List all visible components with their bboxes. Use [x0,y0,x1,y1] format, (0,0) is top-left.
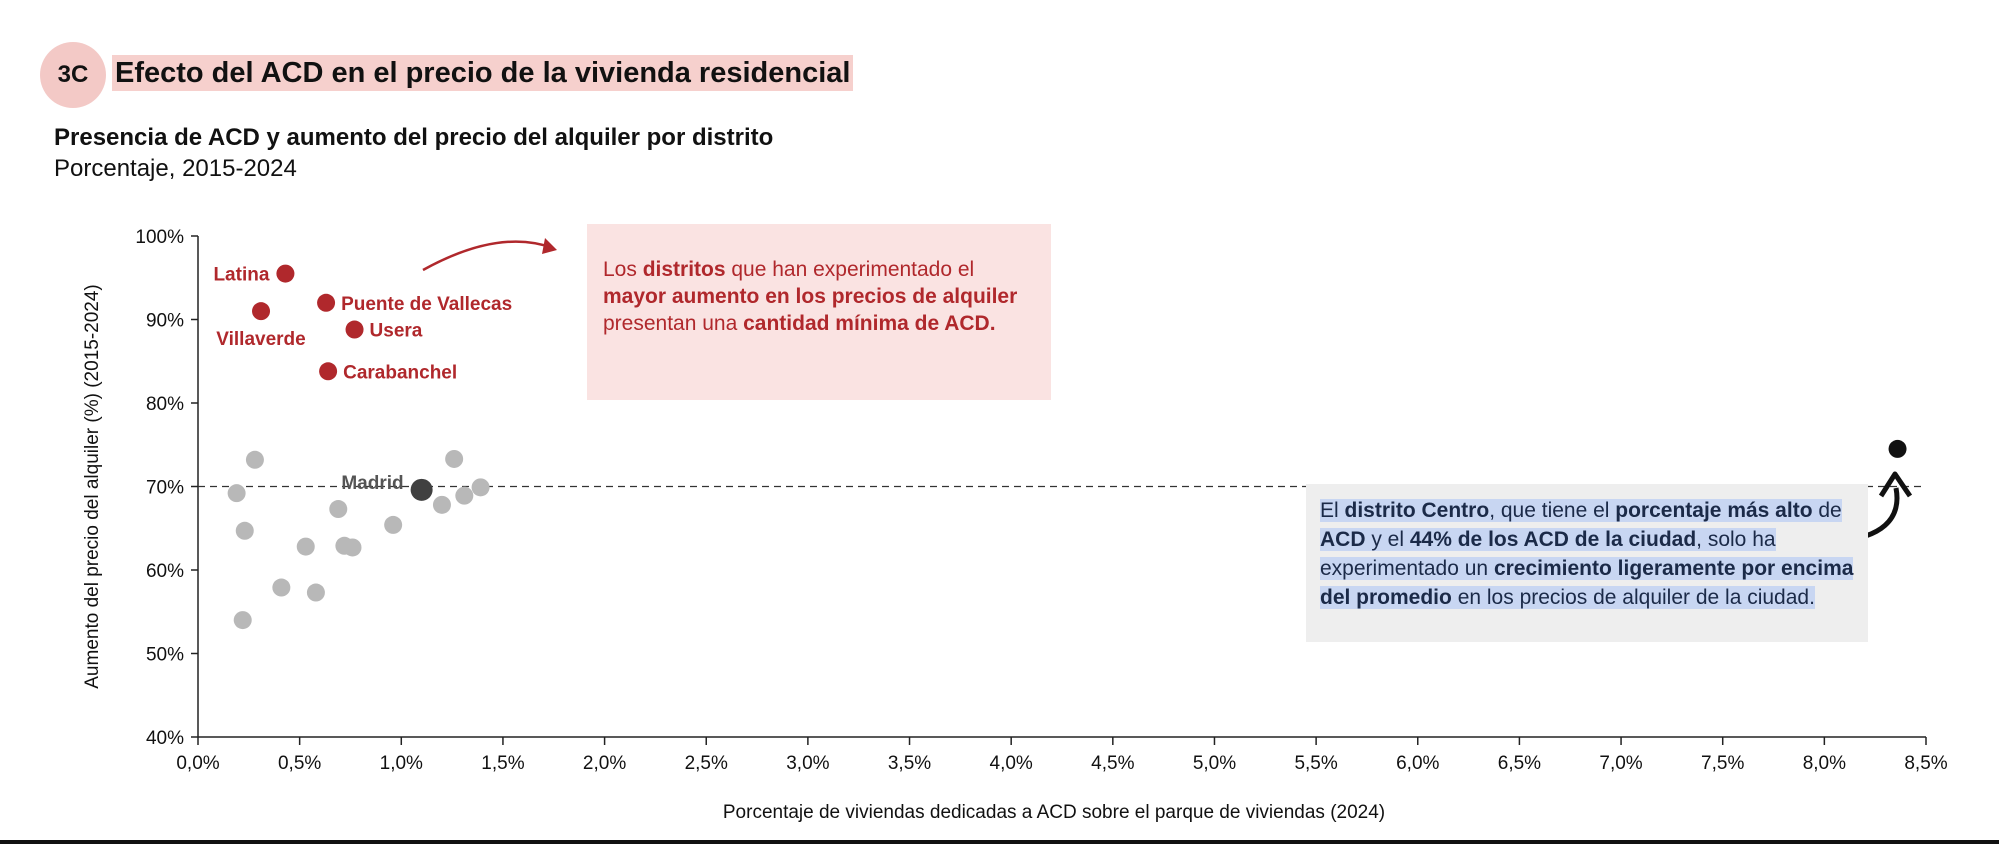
highlighted-district-point [252,302,271,321]
x-tick-label: 8,5% [1904,753,1947,774]
annotation-centro-box: El distrito Centro, que tiene el porcent… [1306,484,1868,642]
madrid-point [410,478,433,501]
highlighted-district-point [345,320,364,339]
y-tick-label: 80% [146,394,184,415]
x-tick-label: 4,5% [1091,753,1134,774]
y-tick-label: 40% [146,728,184,749]
highlighted-district-point [317,293,336,312]
highlighted-district-label: Carabanchel [343,362,457,383]
x-tick-label: 3,5% [888,753,931,774]
highlighted-district-label: Latina [213,265,269,286]
chart-subtitle: Presencia de ACD y aumento del precio de… [54,124,774,151]
y-tick-label: 90% [146,311,184,332]
black-arrowhead-icon [1878,471,1913,498]
district-point [343,538,362,557]
x-tick-label: 5,0% [1193,753,1236,774]
district-point [306,583,325,602]
madrid-label: Madrid [341,473,403,494]
x-tick-label: 7,5% [1701,753,1744,774]
centro-point [1888,439,1907,458]
highlighted-district-point [319,362,338,381]
x-tick-label: 8,0% [1803,753,1846,774]
x-tick-label: 5,5% [1294,753,1337,774]
chart-period: Porcentaje, 2015-2024 [54,155,297,182]
x-tick-label: 1,5% [481,753,524,774]
red-arrow-icon [422,240,554,272]
highlighted-district-label: Villaverde [216,329,305,350]
red-arrowhead-icon [542,238,557,254]
district-point [272,578,291,597]
district-point [329,500,348,519]
x-tick-label: 3,0% [786,753,829,774]
highlighted-district-label: Puente de Vallecas [341,294,512,315]
annotation-red-box: Los distritos que han experimentado el m… [587,224,1051,400]
district-point [384,515,403,534]
x-tick-label: 0,0% [176,753,219,774]
x-tick-label: 7,0% [1599,753,1642,774]
district-point [245,450,264,469]
section-badge: 3C [40,42,106,108]
highlighted-district-point [276,264,295,283]
y-axis-title: Aumento del precio del alquiler (%) (201… [82,284,103,689]
x-tick-label: 2,5% [685,753,728,774]
x-tick-label: 1,0% [380,753,423,774]
bottom-divider [0,840,1999,844]
y-tick-label: 100% [135,227,184,248]
district-point [432,495,451,514]
y-tick-label: 50% [146,645,184,666]
x-axis-title: Porcentaje de viviendas dedicadas a ACD … [723,802,1385,823]
x-tick-label: 0,5% [278,753,321,774]
district-point [445,449,464,468]
y-tick-label: 70% [146,478,184,499]
district-point [455,486,474,505]
district-point [296,537,315,556]
x-tick-label: 4,0% [990,753,1033,774]
district-point [227,484,246,503]
district-point [471,478,490,497]
district-point [233,611,252,630]
x-tick-label: 6,5% [1498,753,1541,774]
page-title: Efecto del ACD en el precio de la vivien… [112,55,854,91]
district-point [235,521,254,540]
y-tick-label: 60% [146,561,184,582]
x-tick-label: 2,0% [583,753,626,774]
highlighted-district-label: Usera [370,321,423,342]
x-tick-label: 6,0% [1396,753,1439,774]
